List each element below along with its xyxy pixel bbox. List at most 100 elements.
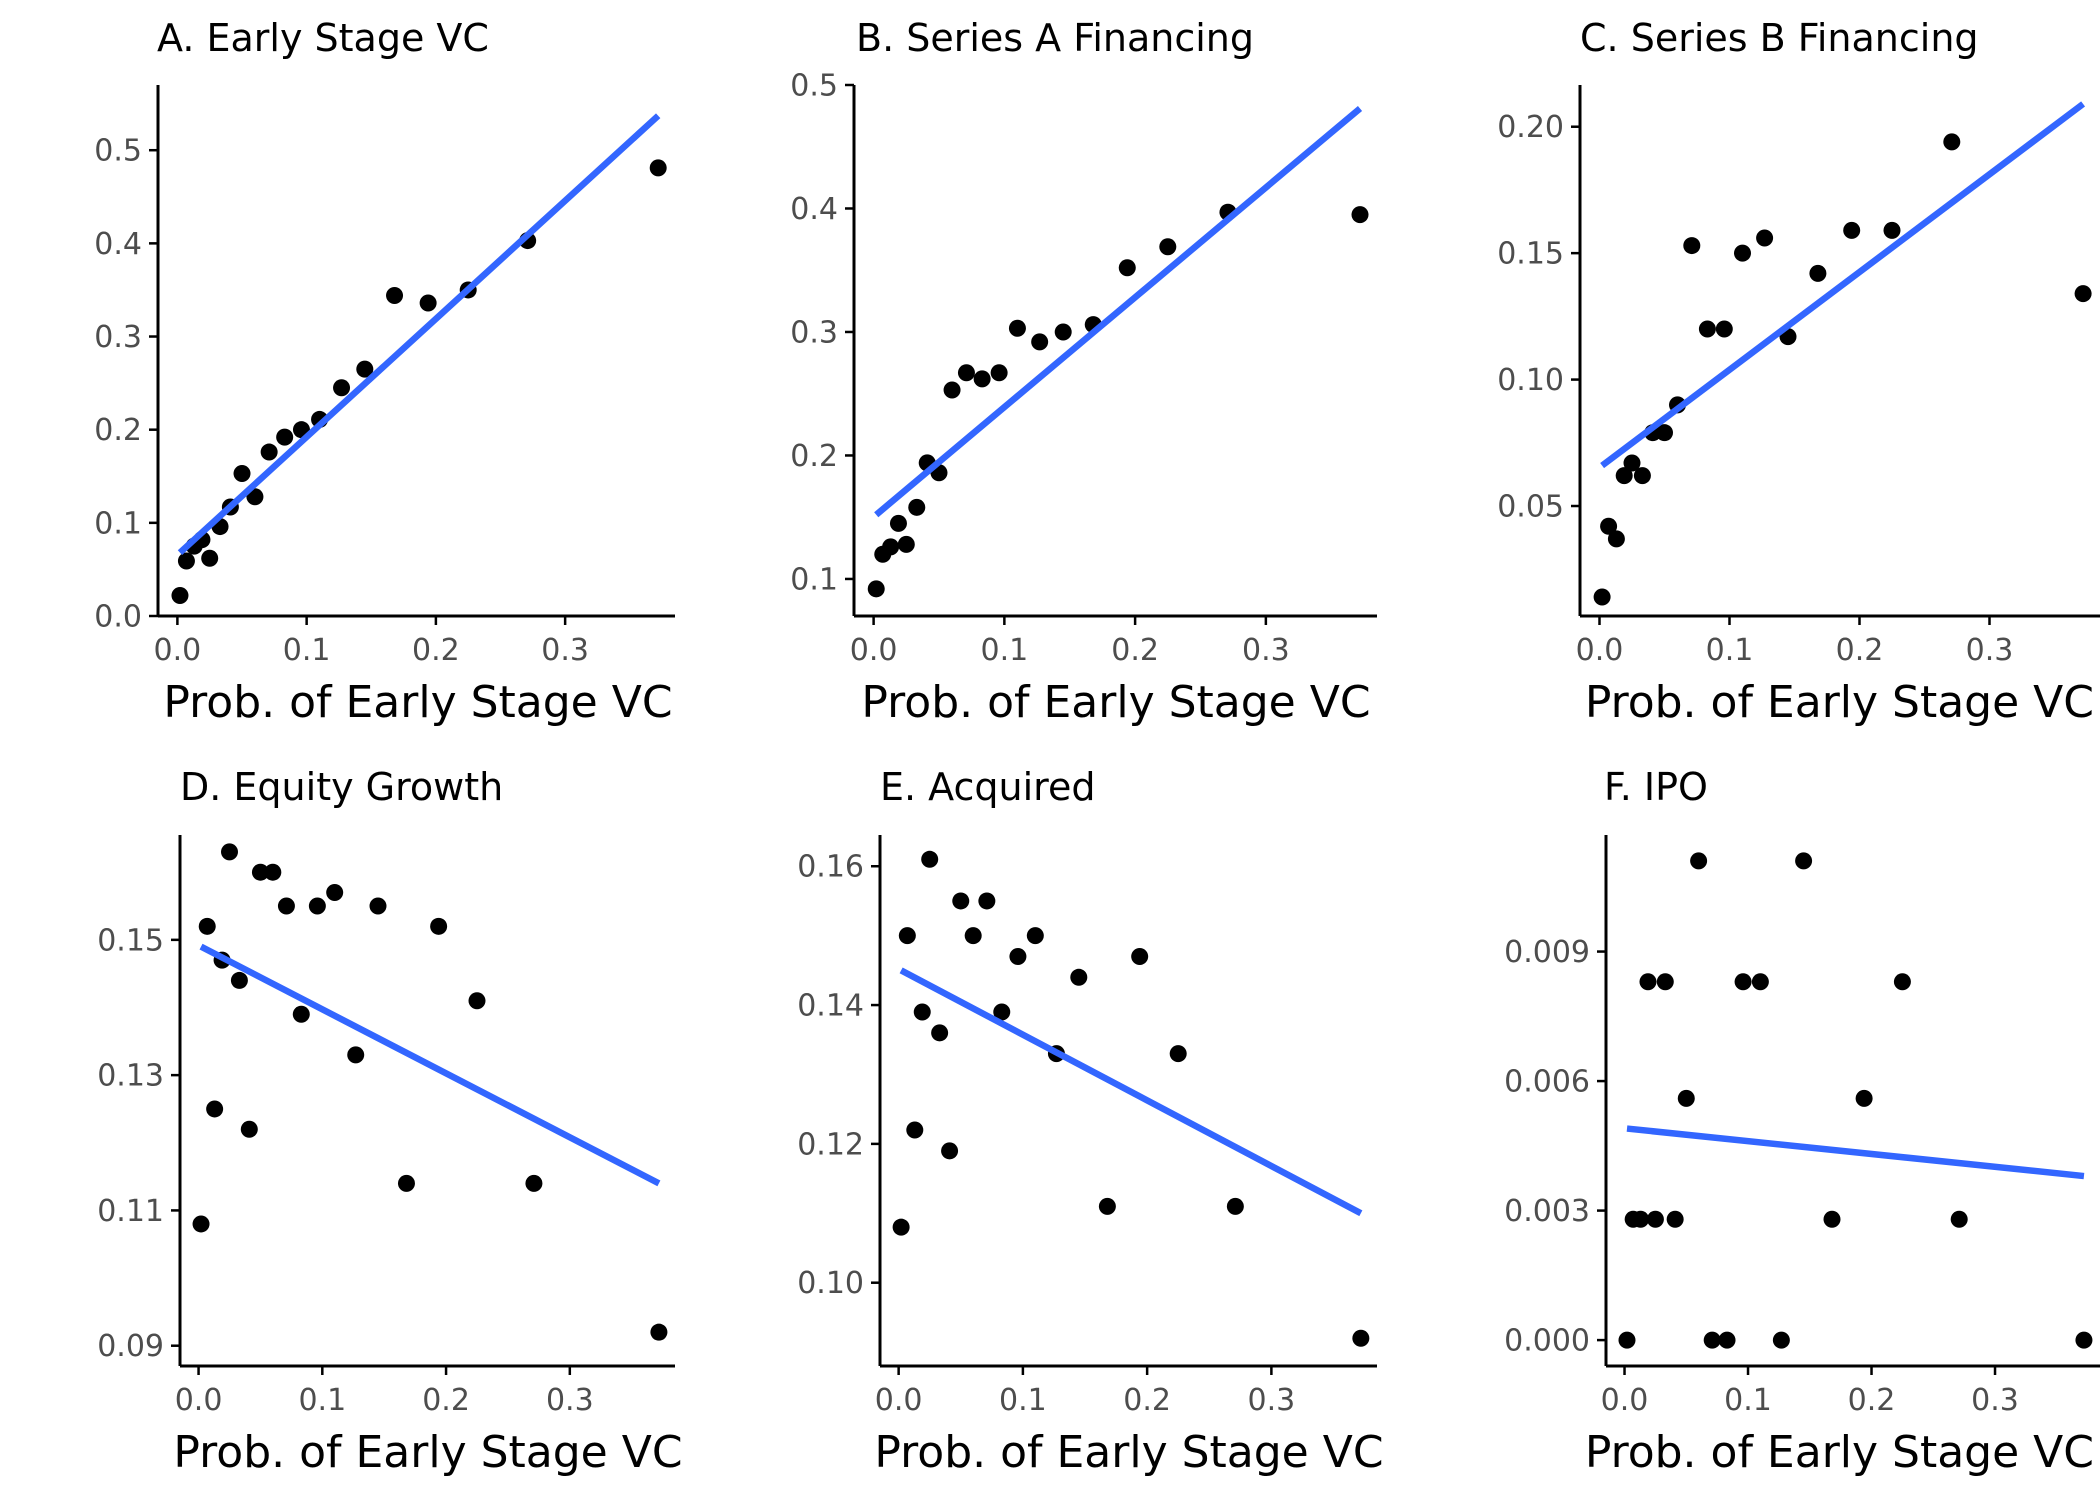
y-tick-label: 0.3 bbox=[790, 315, 838, 350]
data-point bbox=[333, 379, 351, 397]
panel-e-title: E. Acquired bbox=[880, 765, 1095, 809]
data-point bbox=[1633, 467, 1651, 485]
data-point bbox=[943, 381, 961, 399]
fit-line bbox=[1600, 101, 2086, 469]
x-tick-label: 0.0 bbox=[175, 1383, 223, 1418]
data-point bbox=[397, 1174, 415, 1192]
data-point bbox=[1226, 1197, 1244, 1215]
x-tick-label: 0.2 bbox=[1848, 1383, 1896, 1418]
panel-b: B. Series A Financing 0.1 0.2 0.3 0.4 0.5 0.0 0… bbox=[790, 16, 1377, 728]
panel-f: F. IPO 0.000 0.003 0.006 0.009 0.0 0.1 0.2 0.3 Pr… bbox=[1504, 765, 2100, 1478]
data-point bbox=[1031, 333, 1049, 351]
data-point bbox=[1677, 1089, 1695, 1107]
data-point bbox=[906, 1121, 924, 1139]
x-tick-label: 0.3 bbox=[541, 633, 589, 668]
data-point bbox=[1809, 264, 1827, 282]
data-point bbox=[1656, 973, 1674, 991]
data-point bbox=[171, 587, 189, 605]
x-tick-label: 0.2 bbox=[412, 633, 460, 668]
panel-e-x-axis-label: Prob. of Early Stage VC bbox=[874, 1427, 1383, 1478]
y-tick-label: 0.13 bbox=[97, 1059, 164, 1094]
panel-b-x-axis-label: Prob. of Early Stage VC bbox=[861, 677, 1370, 728]
x-tick-label: 0.0 bbox=[875, 1383, 923, 1418]
y-tick-label: 0.2 bbox=[94, 413, 142, 448]
panel-c-x-axis-label: Prob. of Early Stage VC bbox=[1585, 677, 2094, 728]
y-tick-label: 0.05 bbox=[1497, 490, 1564, 525]
panel-f-title: F. IPO bbox=[1604, 765, 1708, 809]
data-point bbox=[1623, 454, 1641, 472]
data-point bbox=[1734, 244, 1751, 262]
data-point bbox=[1618, 1331, 1636, 1349]
data-point bbox=[931, 1024, 949, 1042]
data-point bbox=[1600, 517, 1618, 535]
data-point bbox=[1772, 1331, 1790, 1349]
y-tick-label: 0.5 bbox=[94, 134, 142, 169]
panel-a: A. Early Stage VC 0.0 0.1 0.2 0.3 0.4 0.5 0.0 0.… bbox=[94, 16, 675, 728]
x-tick-label: 0.1 bbox=[1724, 1383, 1772, 1418]
data-point bbox=[1703, 1331, 1721, 1349]
data-point bbox=[1843, 221, 1861, 239]
data-point bbox=[230, 971, 248, 989]
data-point bbox=[1715, 320, 1733, 338]
x-tick-label: 0.1 bbox=[283, 633, 331, 668]
data-point bbox=[1646, 1210, 1664, 1228]
data-point bbox=[1159, 238, 1177, 256]
data-point bbox=[993, 1003, 1011, 1021]
panel-c-title: C. Series B Financing bbox=[1580, 16, 1979, 60]
data-point bbox=[941, 1142, 959, 1160]
data-point bbox=[260, 443, 278, 461]
data-point bbox=[1054, 323, 1072, 341]
data-point bbox=[246, 488, 264, 506]
y-tick-label: 0.0 bbox=[94, 600, 142, 635]
data-point bbox=[1751, 973, 1769, 991]
data-point bbox=[468, 992, 486, 1010]
data-point bbox=[292, 1005, 310, 1023]
x-tick-label: 0.0 bbox=[1576, 633, 1624, 668]
data-point bbox=[356, 360, 374, 378]
y-tick-label: 0.1 bbox=[790, 562, 838, 597]
y-tick-label: 0.2 bbox=[790, 439, 838, 474]
data-point bbox=[952, 892, 970, 910]
data-point bbox=[430, 917, 448, 935]
y-tick-label: 0.09 bbox=[97, 1329, 164, 1364]
data-point bbox=[1756, 229, 1774, 247]
data-point bbox=[221, 843, 238, 861]
y-tick-label: 0.10 bbox=[1497, 363, 1564, 398]
data-point bbox=[1698, 320, 1716, 338]
data-point bbox=[1943, 133, 1961, 151]
fit-line bbox=[899, 967, 1363, 1217]
data-point bbox=[978, 892, 996, 910]
panel-d: D. Equity Growth 0.09 0.11 0.13 0.15 0.0 0.1 0.… bbox=[97, 765, 682, 1478]
data-point bbox=[240, 1120, 258, 1138]
fit-line bbox=[177, 113, 661, 556]
data-point bbox=[1131, 947, 1149, 965]
data-point bbox=[2074, 285, 2092, 303]
panel-a-title: A. Early Stage VC bbox=[157, 16, 489, 60]
data-point bbox=[1795, 852, 1813, 870]
data-point bbox=[525, 1174, 543, 1192]
x-tick-label: 0.2 bbox=[1123, 1383, 1171, 1418]
data-point bbox=[251, 863, 269, 881]
fit-line bbox=[1626, 1125, 2085, 1180]
data-point bbox=[889, 514, 907, 532]
panel-b-title: B. Series A Financing bbox=[856, 16, 1254, 60]
fit-line bbox=[199, 943, 661, 1187]
data-point bbox=[206, 1100, 224, 1118]
data-point bbox=[386, 287, 404, 305]
x-tick-label: 0.3 bbox=[546, 1383, 594, 1418]
data-point bbox=[990, 364, 1008, 382]
data-point bbox=[1632, 1210, 1650, 1228]
panel-c: C. Series B Financing 0.05 0.10 0.15 0.20 0.0… bbox=[1497, 16, 2100, 728]
panel-d-x-axis-label: Prob. of Early Stage VC bbox=[173, 1427, 682, 1478]
y-tick-label: 0.12 bbox=[797, 1127, 864, 1162]
data-point bbox=[1883, 221, 1901, 239]
data-point bbox=[369, 897, 387, 915]
data-point bbox=[326, 883, 344, 901]
data-point bbox=[1718, 1331, 1736, 1349]
x-tick-label: 0.1 bbox=[298, 1383, 346, 1418]
y-tick-label: 0.3 bbox=[94, 320, 142, 355]
x-tick-label: 0.3 bbox=[1248, 1383, 1296, 1418]
data-point bbox=[177, 552, 195, 570]
x-tick-label: 0.3 bbox=[1971, 1383, 2019, 1418]
